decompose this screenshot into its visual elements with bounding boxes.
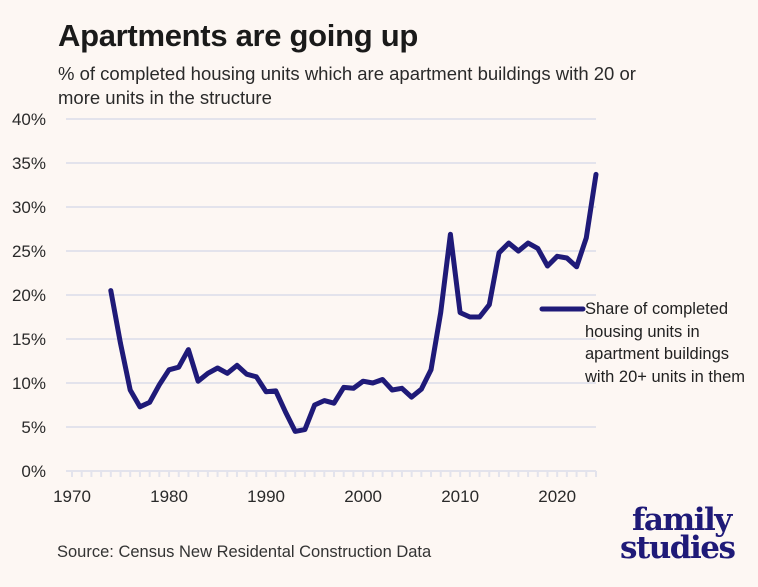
x-tick-label: 2020 [538,487,576,506]
series-line [108,171,599,434]
y-tick-label: 15% [12,330,46,349]
x-tick-label: 1980 [150,487,188,506]
logo-line-2: studies [620,530,736,566]
y-axis: 0% 5% 10% 15% 20% 25% 30% 35% 40% [12,110,46,481]
x-tick-label: 1970 [53,487,91,506]
gridlines [66,118,596,472]
chart-title: Apartments are going up [58,18,418,53]
family-studies-logo: family studies [620,502,736,566]
y-tick-label: 30% [12,198,46,217]
logo-line-1: family [632,502,732,538]
y-tick-label: 5% [21,418,46,437]
y-tick-label: 35% [12,154,46,173]
x-tick-label: 2010 [441,487,479,506]
y-tick-label: 10% [12,374,46,393]
x-axis: 1970 1980 1990 2000 2010 2020 [53,471,597,506]
y-tick-label: 25% [12,242,46,261]
y-tick-label: 0% [21,462,46,481]
x-tick-label: 1990 [247,487,285,506]
y-tick-label: 20% [12,286,46,305]
x-tick-label: 2000 [344,487,382,506]
source-note: Source: Census New Residental Constructi… [57,543,432,561]
y-tick-label: 40% [12,110,46,129]
chart-subtitle: % of completed housing units which are a… [58,63,636,108]
legend-label: Share of completed housing units in apar… [585,300,746,386]
series-layer [108,171,599,434]
